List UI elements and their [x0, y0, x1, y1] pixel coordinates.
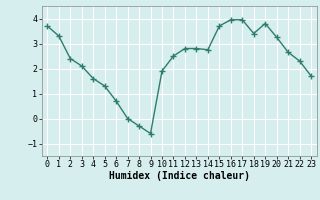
X-axis label: Humidex (Indice chaleur): Humidex (Indice chaleur) — [109, 171, 250, 181]
